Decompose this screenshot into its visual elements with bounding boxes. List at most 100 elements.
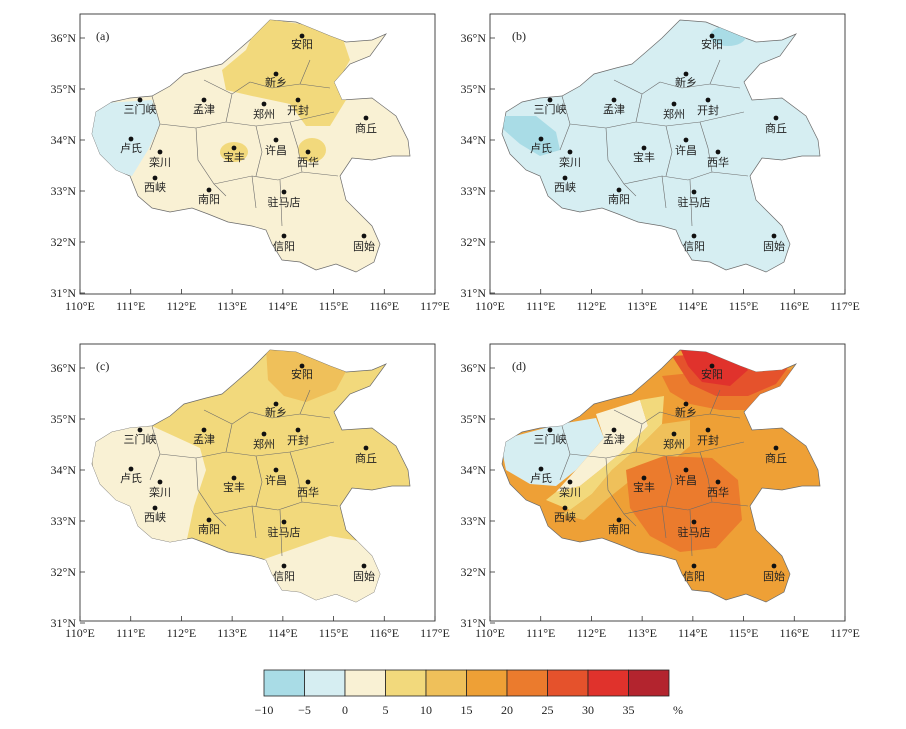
panel-d-city-label: 信阳 — [683, 570, 705, 583]
panel-b-city-label: 固始 — [763, 239, 785, 253]
panel-b-city-marker — [567, 149, 573, 155]
panel-a-city-marker — [363, 115, 369, 121]
panel-a-city-marker — [295, 97, 301, 103]
panel-b-xtick-label: 110°E — [475, 299, 505, 313]
panel-d-ytick-label: 36°N — [461, 361, 487, 375]
panel-d-city-marker — [771, 563, 777, 569]
panel-b-ytick-label: 36°N — [461, 31, 487, 45]
panel-c-city-label: 卢氏 — [120, 472, 142, 485]
colorbar-tick-label: 35 — [623, 703, 635, 717]
panel-d-city-label: 南阳 — [608, 523, 630, 536]
panel-a-city-marker — [206, 187, 212, 193]
panel-a-city-label: 郑州 — [253, 107, 275, 121]
panel-d-city-label: 许昌 — [675, 474, 697, 487]
panel-d-xtick-label: 115°E — [729, 626, 759, 640]
panel-d-city-label: 卢氏 — [530, 472, 552, 485]
panel-d-ytick-label: 34°N — [461, 463, 487, 477]
panel-a-contour-5to10-baofeng — [220, 142, 248, 162]
panel-a-xtick-label: 117°E — [420, 299, 450, 313]
panel-a-xtick-label: 112°E — [167, 299, 197, 313]
panel-b-ytick-label: 32°N — [461, 235, 487, 249]
panel-a-city-marker — [305, 149, 311, 155]
panel-d-city-label: 栾川 — [559, 485, 581, 499]
panel-a-city-marker — [361, 233, 367, 239]
colorbar-tick-label: 20 — [501, 703, 513, 717]
panel-b-city-label: 栾川 — [559, 155, 581, 169]
panel-c-city-label: 宝丰 — [223, 480, 245, 494]
panel-a-ytick-label: 34°N — [51, 133, 77, 147]
panel-c-city-marker — [299, 363, 305, 369]
panel-d-contour-neg5to0-west — [502, 418, 604, 486]
panel-a-city-marker — [137, 97, 143, 103]
panel-c-xtick-label: 110°E — [65, 626, 95, 640]
panel-a-city-marker — [157, 149, 163, 155]
panel-a-city-marker — [152, 175, 158, 181]
panel-c-city-marker — [273, 401, 279, 407]
panel-a-city-marker — [231, 145, 237, 151]
panel-c-city-label: 西峡 — [144, 510, 166, 524]
panel-c-xtick-label: 113°E — [217, 626, 247, 640]
panel-d-city-marker — [616, 517, 622, 523]
panel-c-xtick-label: 111°E — [116, 626, 145, 640]
panel-a-city-label: 安阳 — [291, 37, 313, 51]
panel-b-xtick-label: 115°E — [729, 299, 759, 313]
panel-b-city-label: 驻马店 — [678, 195, 711, 209]
panel-c-xtick-label: 117°E — [420, 626, 450, 640]
colorbar-swatch — [425, 669, 467, 697]
panel-a-contour-5to10-north — [222, 20, 350, 126]
panel-b-city-marker — [709, 33, 715, 39]
panel-d-contour-10to15-mid — [560, 420, 690, 520]
panel-b-city-marker — [705, 97, 711, 103]
panel-d-city-marker — [715, 479, 721, 485]
panel-d-xtick-label: 112°E — [577, 626, 607, 640]
panel-d-city-label: 宝丰 — [633, 480, 655, 494]
panel-b-city-label: 南阳 — [608, 193, 630, 206]
panel-d-xtick-label: 117°E — [830, 626, 860, 640]
panel-c-contour-0to5-west — [92, 426, 206, 560]
panel-b-city-marker — [771, 233, 777, 239]
panel-c-ytick-label: 35°N — [51, 412, 77, 426]
colorbar-swatch — [385, 669, 427, 697]
colorbar-swatch — [263, 669, 305, 697]
panel-b-city-label: 西峡 — [554, 180, 576, 194]
colorbar-tick-label: 30 — [582, 703, 594, 717]
panel-a-city-label: 新乡 — [265, 75, 287, 89]
panel-d-city-marker — [705, 427, 711, 433]
panel-d-city-marker — [709, 363, 715, 369]
panel-b-city-marker — [691, 233, 697, 239]
panel-b-city-marker — [616, 187, 622, 193]
panel-c-city-marker — [157, 479, 163, 485]
panel-b-city-label: 孟津 — [603, 103, 625, 116]
colorbar-swatch — [466, 669, 508, 697]
panel-b-xtick-label: 113°E — [627, 299, 657, 313]
colorbar: −10 −5 0 5 10 15 20 25 30 35% — [255, 669, 683, 717]
panel-a-city-label: 南阳 — [198, 193, 220, 206]
panel-d-ytick-label: 35°N — [461, 412, 487, 426]
panel-a-contour-neg5to0-west — [92, 100, 160, 176]
panel-c-city-marker — [363, 445, 369, 451]
panel-d-city-marker — [641, 475, 647, 481]
panel-a-city-label: 宝丰 — [223, 150, 245, 164]
panel-c-city-marker — [305, 479, 311, 485]
panel-a-county-borders — [149, 59, 339, 227]
panel-c-city-marker — [295, 427, 301, 433]
panel-c-city-label: 开封 — [287, 433, 309, 447]
panel-b-city-label: 商丘 — [765, 121, 787, 135]
panel-a-city-label: 驻马店 — [268, 195, 301, 209]
panel-d-city-label: 西华 — [707, 485, 729, 499]
panel-a-xtick-label: 116°E — [369, 299, 399, 313]
panel-c-city-label: 郑州 — [253, 437, 275, 451]
panel-a-xtick-label: 114°E — [268, 299, 298, 313]
panel-a-contour-5to10-xihua — [298, 138, 326, 162]
panel-d-ytick-label: 32°N — [461, 565, 487, 579]
panel-c-ytick-label: 34°N — [51, 463, 77, 477]
panel-b-xtick-label: 114°E — [678, 299, 708, 313]
panel-b-city-label: 许昌 — [675, 144, 697, 157]
panel-b-city-marker — [562, 175, 568, 181]
panel-a-city-label: 卢氏 — [120, 142, 142, 155]
panel-d-city-marker — [562, 505, 568, 511]
panel-d-city-label: 西峡 — [554, 510, 576, 524]
panel-d-city-marker — [567, 479, 573, 485]
panel-d-city-label: 新乡 — [675, 405, 697, 419]
